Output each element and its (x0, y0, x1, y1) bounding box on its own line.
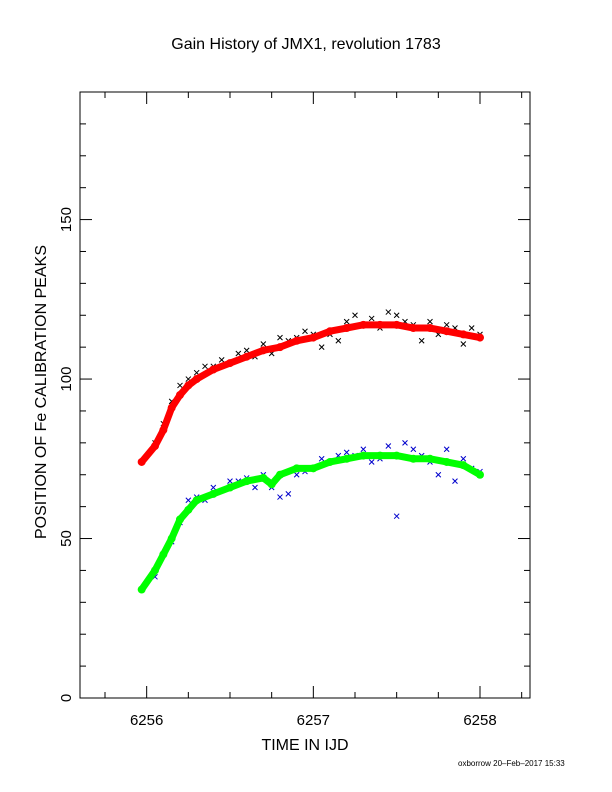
data-point (460, 341, 467, 347)
data-point (235, 350, 242, 357)
data-point (393, 312, 400, 319)
data-point (427, 318, 433, 325)
data-point (443, 321, 450, 328)
data-point (335, 337, 342, 344)
y-tick-label: 150 (58, 207, 75, 232)
minor-ticks (80, 91, 530, 698)
data-point (218, 357, 225, 363)
data-point (243, 347, 250, 354)
y-tick-label: 50 (58, 530, 75, 547)
data-point (318, 344, 325, 351)
data-point (368, 459, 375, 465)
data-point (185, 497, 192, 504)
chart-title: Gain History of JMX1, revolution 1783 (171, 36, 441, 53)
data-point (385, 443, 392, 449)
data-point (177, 382, 183, 389)
data-point (202, 363, 208, 370)
y-axis: 0 50 100 150 (58, 207, 530, 702)
plot-frame (79, 91, 531, 699)
data-point (210, 484, 217, 491)
series-line (138, 452, 484, 594)
data-point (418, 337, 425, 344)
data-point (227, 478, 233, 484)
data-point (410, 446, 417, 453)
data-point (452, 478, 458, 484)
data-point (277, 494, 283, 500)
data-point (435, 471, 442, 478)
data-point (393, 513, 400, 520)
data-point (343, 318, 350, 325)
x-tick-label: 6258 (463, 712, 496, 729)
data-point (343, 449, 350, 456)
x-tick-label: 6257 (297, 712, 330, 729)
x-tick-label: 6256 (130, 712, 163, 729)
data-point (260, 341, 267, 347)
data-point (352, 312, 358, 319)
data-point (293, 471, 300, 478)
plot-series (137, 309, 484, 594)
data-point (318, 455, 325, 462)
y-tick-label: 100 (58, 367, 75, 392)
credit-stamp: oxborrow 20–Feb–2017 15:33 (458, 759, 565, 768)
data-point (277, 334, 283, 341)
data-point (468, 325, 475, 331)
data-point (460, 455, 467, 462)
x-axis: 6256 6257 6258 (130, 92, 497, 729)
data-point (360, 446, 367, 453)
data-point (252, 484, 258, 491)
data-point (285, 491, 292, 497)
data-point (385, 309, 392, 315)
series-1 (137, 320, 484, 466)
data-point (368, 315, 375, 322)
y-tick-label: 0 (58, 694, 75, 702)
data-point (402, 439, 408, 446)
data-point (443, 446, 450, 453)
y-axis-label: POSITION OF Fe CALIBRATION PEAKS (33, 245, 50, 539)
series-3 (137, 451, 484, 594)
x-axis-label: TIME IN IJD (261, 737, 349, 754)
data-point (302, 328, 308, 335)
series-line (138, 321, 484, 466)
